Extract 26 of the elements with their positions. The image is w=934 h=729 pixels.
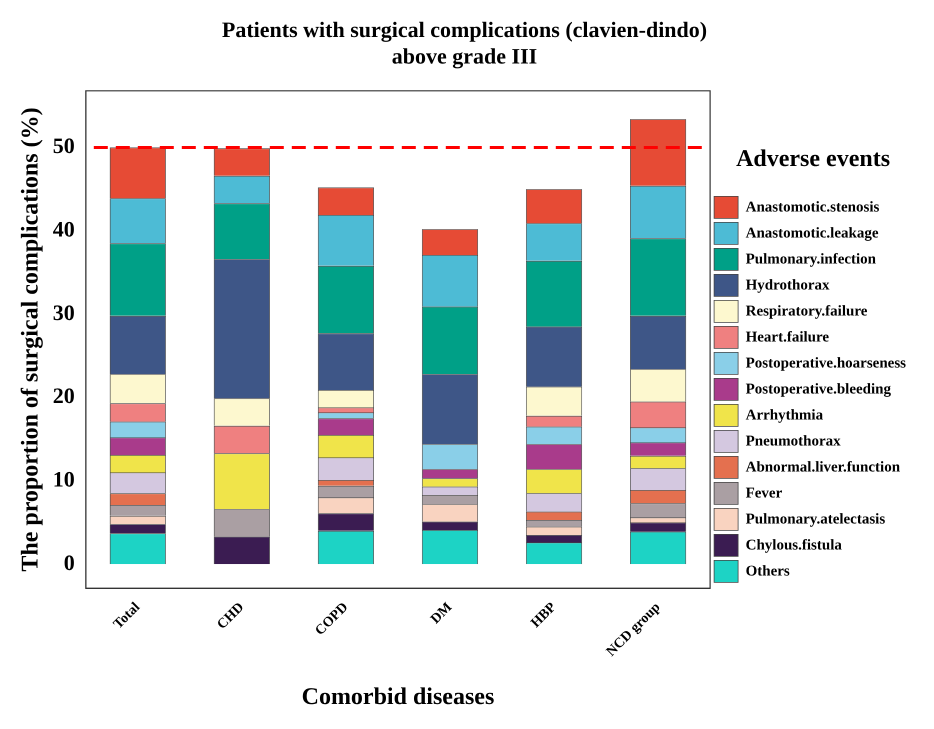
legend-label: Anastomotic.leakage <box>746 225 879 242</box>
legend-label: Pulmonary.atelectasis <box>746 511 886 528</box>
legend-label: Pulmonary.infection <box>746 251 877 268</box>
legend-label: Fever <box>746 485 783 502</box>
legend-title: Adverse events <box>736 146 890 172</box>
legend-label: Respiratory.failure <box>746 303 868 320</box>
legend-label: Anastomotic.stenosis <box>746 199 880 216</box>
legend-label: Arrhythmia <box>746 407 824 424</box>
legend-label: Abnormal.liver.function <box>746 459 901 476</box>
y-tick-label: 40 <box>52 216 75 242</box>
y-tick-label: 50 <box>52 133 75 158</box>
chart-title: Patients with surgical complications (clavien-dindo) above grade III <box>222 16 708 68</box>
legend-label: Postoperative.bleeding <box>746 381 892 398</box>
y-tick-label: 10 <box>52 466 75 492</box>
y-tick-label: 30 <box>52 300 75 325</box>
legend-label: Hydrothorax <box>746 277 830 294</box>
x-tick-label: DM <box>428 600 456 628</box>
x-axis-title: Comorbid diseases <box>302 684 494 710</box>
y-axis-title: The proportion of surgical complications (%) <box>18 107 44 572</box>
legend-label: Chylous.fistula <box>746 537 842 554</box>
legend-label: Heart.failure <box>746 329 830 346</box>
legend-label: Others <box>746 563 790 580</box>
legend-label: Pneumothorax <box>746 433 842 450</box>
legend-label: Postoperative.hoarseness <box>746 355 906 372</box>
y-tick-label: 0 <box>64 550 75 575</box>
y-tick-label: 20 <box>52 383 75 408</box>
